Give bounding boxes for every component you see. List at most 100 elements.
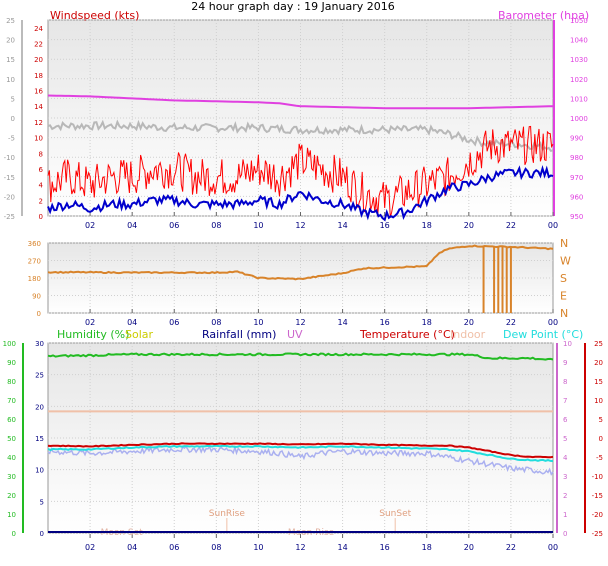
humidity-tick-label: 80 [7, 378, 16, 386]
temperature-line [47, 442, 554, 459]
temp-tick-label: -10 [592, 473, 603, 481]
temp-tick-label: 5 [599, 416, 603, 424]
wind-tick-label: 18 [34, 72, 43, 80]
rain-tick-label: 25 [35, 372, 44, 380]
x-tick-label: 14 [337, 318, 347, 327]
wind-baro-ticks: 1050104010301020101010009909809709609502… [4, 17, 588, 230]
baro-axis-label: Barometer (hpa) [498, 9, 589, 22]
x-tick-label: 08 [211, 543, 221, 552]
x-tick-label: 20 [464, 543, 474, 552]
wind-tick-label: 8 [39, 150, 43, 158]
far-left-tick-label: -15 [4, 174, 15, 182]
x-tick-label: 16 [380, 221, 390, 230]
humidity-tick-label: 70 [7, 397, 16, 405]
direction-tick-label: 360 [28, 240, 41, 248]
rain-tick-label: 20 [35, 403, 44, 411]
barometer-line [47, 94, 554, 110]
direction-tick-label: 90 [32, 293, 41, 301]
uv-tick-label: 5 [563, 435, 567, 443]
baro-tick-label: 960 [570, 193, 583, 201]
x-tick-label: 06 [169, 221, 179, 230]
wind-tick-label: 10 [34, 135, 43, 143]
blue-line [47, 164, 554, 222]
temp-tick-label: 15 [594, 378, 603, 386]
far-left-tick-label: -5 [8, 135, 15, 143]
wind-tick-label: 24 [34, 25, 43, 33]
wind-tick-label: 12 [34, 119, 43, 127]
x-tick-label: 20 [464, 318, 474, 327]
x-tick-label: 10 [253, 543, 263, 552]
direction-tick-label: 0 [37, 310, 41, 318]
direction-tick-label: 270 [28, 258, 41, 266]
chart-title: 24 hour graph day : 19 January 2016 [191, 0, 395, 13]
x-tick-label: 18 [422, 543, 432, 552]
x-tick-label: 22 [506, 543, 516, 552]
humidity-tick-label: 40 [7, 454, 16, 462]
dew-point-line [47, 444, 554, 463]
x-tick-label: 12 [295, 318, 305, 327]
rain-tick-label: 15 [35, 435, 44, 443]
x-tick-label: 02 [85, 318, 95, 327]
x-tick-label: 00 [548, 543, 558, 552]
humidity-line [47, 352, 554, 361]
far-left-tick-label: 0 [11, 115, 15, 123]
uv-tick-label: 9 [563, 359, 567, 367]
compass-label: S [560, 272, 567, 285]
wind-tick-label: 6 [39, 166, 44, 174]
baro-tick-label: 1040 [570, 37, 588, 45]
uv-tick-label: 3 [563, 473, 567, 481]
baro-tick-label: 1050 [570, 17, 588, 25]
temp-tick-label: 20 [594, 359, 603, 367]
far-left-tick-label: 5 [11, 95, 15, 103]
legend-item: UV [287, 328, 303, 341]
x-tick-label: 16 [380, 318, 390, 327]
uv-tick-label: 10 [563, 340, 572, 348]
wind-direction-line [47, 244, 554, 281]
uv-tick-label: 1 [563, 511, 567, 519]
x-tick-label: 12 [295, 543, 305, 552]
wind-tick-label: 16 [34, 88, 43, 96]
humidity-tick-label: 90 [7, 359, 16, 367]
uv-tick-label: 4 [563, 454, 568, 462]
temp-tick-label: 10 [594, 397, 603, 405]
wind-tick-label: 2 [39, 197, 43, 205]
x-tick-label: 08 [211, 318, 221, 327]
compass-label: W [560, 255, 571, 268]
humidity-tick-label: 30 [7, 473, 16, 481]
temp-tick-label: 0 [599, 435, 603, 443]
sunrise-label: SunRise [209, 509, 246, 519]
baro-tick-label: 990 [570, 135, 583, 143]
humidity-tick-label: 100 [3, 340, 16, 348]
legend-item: Solar [125, 328, 154, 341]
far-left-tick-label: 10 [6, 76, 15, 84]
baro-tick-label: 1020 [570, 76, 588, 84]
grey-line [47, 119, 554, 153]
compass-label: N [560, 237, 568, 250]
far-left-tick-label: 15 [6, 56, 15, 64]
far-left-tick-label: -20 [4, 193, 15, 201]
rain-tick-label: 5 [40, 498, 44, 506]
humidity-tick-label: 60 [7, 416, 16, 424]
rain-tick-label: 0 [40, 530, 44, 538]
far-left-tick-label: -25 [4, 213, 15, 221]
baro-tick-label: 1010 [570, 95, 588, 103]
x-tick-label: 14 [337, 221, 347, 230]
temp-tick-label: 25 [594, 340, 603, 348]
wind-tick-label: 14 [34, 103, 43, 111]
far-left-tick-label: 20 [6, 37, 15, 45]
x-tick-label: 06 [169, 318, 179, 327]
rain-tick-label: 30 [35, 340, 44, 348]
wind-axis-label: Windspeed (kts) [50, 9, 139, 22]
direction-tick-label: 180 [28, 275, 41, 283]
baro-tick-label: 1000 [570, 115, 588, 123]
x-tick-label: 10 [253, 221, 263, 230]
temp-hum-legend: Humidity (%)Solar Rainfall (mm) UV Temperat… [57, 328, 583, 341]
x-tick-label: 04 [127, 221, 137, 230]
x-tick-label: 18 [422, 221, 432, 230]
temp-tick-label: -5 [596, 454, 603, 462]
sunset-label: SunSet [379, 509, 411, 519]
x-tick-label: 02 [85, 543, 95, 552]
